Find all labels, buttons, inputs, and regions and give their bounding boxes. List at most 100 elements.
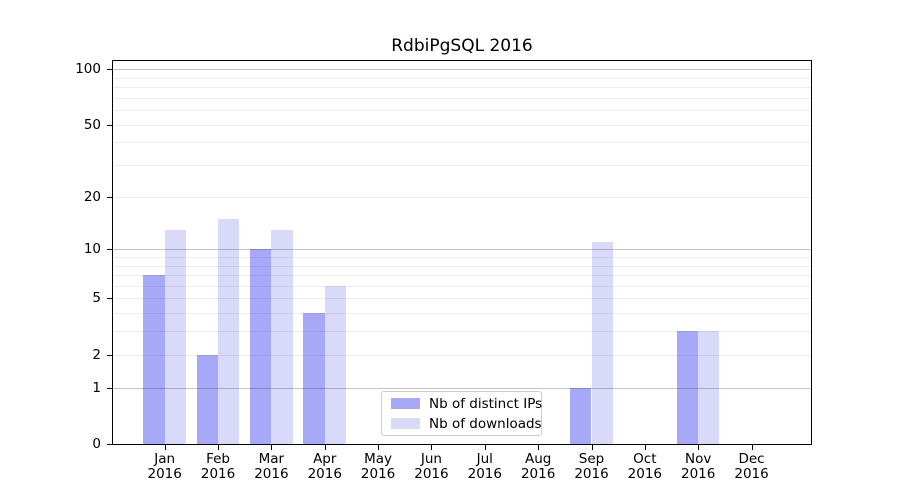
y-tick-label-100: 100 [75, 61, 101, 78]
legend-label: Nb of downloads [429, 415, 542, 432]
x-tick-feb [218, 444, 220, 450]
chart-title: RdbiPgSQL 2016 [391, 36, 533, 56]
y-tick-label-20: 20 [83, 188, 101, 205]
x-tick-label-jun: Jun 2016 [395, 452, 467, 482]
x-tick-year: 2016 [574, 466, 609, 482]
x-tick-month: Aug [524, 451, 552, 467]
x-tick-year: 2016 [520, 466, 556, 482]
gridline-minor-40 [113, 142, 811, 144]
gridline-minor-80 [113, 87, 811, 89]
x-tick-apr [324, 444, 326, 450]
gridline-minor-2 [113, 354, 811, 356]
x-tick-month: May [364, 451, 393, 467]
x-tick-jun [431, 444, 433, 450]
y-tick-2 [107, 354, 113, 356]
x-tick-month: Nov [685, 451, 712, 467]
x-tick-label-sep: Sep 2016 [556, 452, 628, 482]
y-tick-label-5: 5 [92, 290, 101, 307]
x-tick-month: Oct [633, 451, 657, 467]
x-tick-label-feb: Feb 2016 [182, 452, 254, 482]
bar-nb-of-distinct-ips-nov [676, 331, 699, 444]
y-tick-label-2: 2 [92, 346, 101, 363]
y-tick-0 [107, 444, 113, 445]
x-tick-label-jan: Jan 2016 [129, 452, 201, 482]
y-tick-label-10: 10 [83, 241, 101, 258]
x-tick-jul [484, 444, 486, 450]
gridline-minor-50 [113, 124, 811, 126]
x-tick-sep [591, 444, 593, 450]
bar-nb-of-distinct-ips-sep [570, 387, 592, 444]
x-tick-jan [164, 444, 166, 450]
x-tick-nov [698, 444, 700, 450]
legend-entry-nb-of-downloads: Nb of downloads [382, 415, 542, 432]
x-tick-month: Mar [258, 451, 285, 467]
y-tick-50 [107, 124, 113, 126]
y-tick-100 [107, 69, 113, 71]
legend: Nb of distinct IPs Nb of downloads [381, 391, 542, 436]
x-tick-year: 2016 [734, 466, 769, 482]
x-tick-year: 2016 [467, 466, 502, 482]
gridline-minor-30 [113, 165, 811, 167]
x-tick-label-nov: Nov 2016 [662, 452, 734, 482]
legend-label: Nb of distinct IPs [429, 395, 543, 412]
y-tick-label-0: 0 [92, 436, 101, 452]
x-tick-label-jul: Jul 2016 [449, 452, 521, 482]
gridline-minor-90 [113, 77, 811, 79]
gridline-major-100 [113, 69, 811, 71]
x-tick-year: 2016 [681, 466, 716, 482]
bar-nb-of-downloads-jan [164, 229, 186, 444]
bar-nb-of-distinct-ips-apr [303, 313, 325, 444]
x-tick-label-dec: Dec 2016 [716, 452, 788, 482]
gridline-minor-20 [113, 196, 811, 198]
x-tick-aug [538, 444, 540, 450]
x-tick-month: Apr [313, 451, 337, 467]
x-tick-label-aug: Aug 2016 [502, 452, 574, 482]
x-tick-year: 2016 [254, 466, 289, 482]
y-tick-5 [107, 298, 113, 300]
gridline-minor-4 [113, 313, 811, 315]
gridline-minor-8 [113, 265, 811, 267]
bar-nb-of-downloads-nov [698, 331, 720, 444]
gridline-minor-3 [113, 331, 811, 333]
x-tick-oct [644, 444, 646, 450]
x-tick-month: Sep [578, 451, 605, 467]
y-tick-20 [107, 196, 113, 198]
gridline-minor-5 [113, 298, 811, 300]
x-tick-year: 2016 [360, 466, 396, 482]
gridline-minor-60 [113, 110, 811, 112]
bar-nb-of-distinct-ips-mar [250, 249, 272, 444]
gridline-minor-70 [113, 97, 811, 99]
x-tick-month: Jul [476, 451, 493, 467]
x-tick-year: 2016 [147, 466, 182, 482]
gridline-minor-9 [113, 257, 811, 258]
bar-nb-of-distinct-ips-feb [196, 354, 219, 444]
x-tick-label-apr: Apr 2016 [289, 452, 361, 482]
gridline-minor-7 [113, 275, 811, 277]
bar-nb-of-downloads-apr [324, 285, 347, 444]
y-tick-10 [107, 249, 113, 251]
x-tick-month: Feb [206, 451, 230, 467]
y-tick-label-1: 1 [92, 379, 101, 396]
x-tick-dec [751, 444, 753, 450]
x-tick-label-may: May 2016 [342, 452, 414, 482]
bar-nb-of-downloads-feb [218, 218, 240, 444]
y-tick-label-50: 50 [83, 116, 101, 133]
y-tick-1 [107, 387, 113, 389]
x-tick-may [378, 444, 380, 450]
x-tick-month: Dec [738, 451, 765, 467]
x-tick-month: Jun [420, 451, 442, 467]
x-tick-month: Jan [154, 451, 176, 467]
gridline-major-10 [113, 249, 811, 251]
x-tick-year: 2016 [200, 466, 236, 482]
grid-layer [113, 61, 811, 444]
bar-nb-of-downloads-sep [591, 242, 613, 444]
gridline-minor-6 [113, 285, 811, 287]
x-tick-year: 2016 [307, 466, 342, 482]
plot-area [112, 60, 812, 445]
legend-entry-nb-of-distinct-ips: Nb of distinct IPs [382, 395, 543, 412]
x-tick-year: 2016 [627, 466, 663, 482]
bar-nb-of-distinct-ips-jan [143, 275, 165, 444]
x-tick-label-oct: Oct 2016 [609, 452, 681, 482]
bars-layer [113, 61, 811, 444]
x-tick-label-mar: Mar 2016 [235, 452, 307, 482]
